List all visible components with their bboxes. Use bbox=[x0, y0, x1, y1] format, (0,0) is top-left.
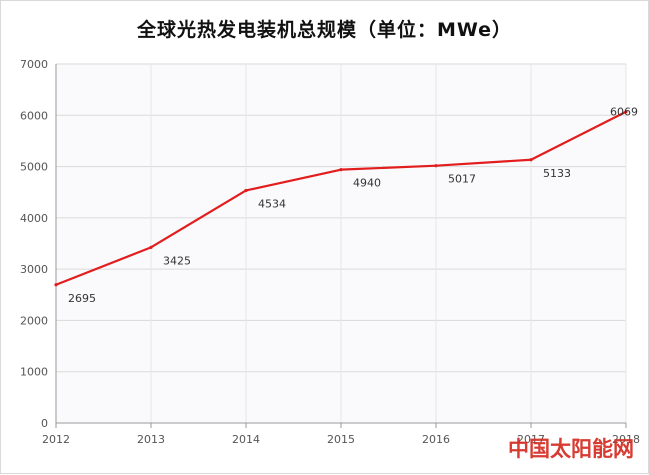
x-tick-label: 2016 bbox=[422, 433, 450, 446]
data-point bbox=[54, 283, 58, 287]
data-label: 2695 bbox=[68, 292, 96, 305]
data-point bbox=[529, 158, 533, 162]
x-tick-label: 2017 bbox=[517, 433, 545, 446]
x-tick-label: 2018 bbox=[612, 433, 640, 446]
data-point bbox=[624, 110, 628, 114]
data-label: 4940 bbox=[353, 177, 381, 190]
y-tick-label: 0 bbox=[41, 417, 48, 430]
y-tick-label: 6000 bbox=[20, 109, 48, 122]
y-tick-label: 5000 bbox=[20, 161, 48, 174]
data-label: 5017 bbox=[448, 173, 476, 186]
y-tick-label: 2000 bbox=[20, 314, 48, 327]
data-point bbox=[339, 168, 343, 172]
data-label: 4534 bbox=[258, 197, 286, 210]
y-tick-label: 3000 bbox=[20, 263, 48, 276]
y-tick-label: 1000 bbox=[20, 366, 48, 379]
y-tick-label: 7000 bbox=[20, 58, 48, 71]
x-tick-label: 2014 bbox=[232, 433, 260, 446]
data-label: 6069 bbox=[610, 106, 638, 119]
x-tick-label: 2015 bbox=[327, 433, 355, 446]
x-tick-label: 2013 bbox=[137, 433, 165, 446]
data-label: 5133 bbox=[543, 167, 571, 180]
data-point bbox=[434, 164, 438, 168]
x-tick-label: 2012 bbox=[42, 433, 70, 446]
y-tick-label: 4000 bbox=[20, 212, 48, 225]
data-point bbox=[149, 245, 153, 249]
data-point bbox=[244, 188, 248, 193]
data-label: 3425 bbox=[163, 254, 191, 267]
watermark-logo: 中国太阳能网 bbox=[508, 437, 634, 461]
chart-title: 全球光热发电装机总规模（单位：MWe） bbox=[136, 19, 513, 41]
